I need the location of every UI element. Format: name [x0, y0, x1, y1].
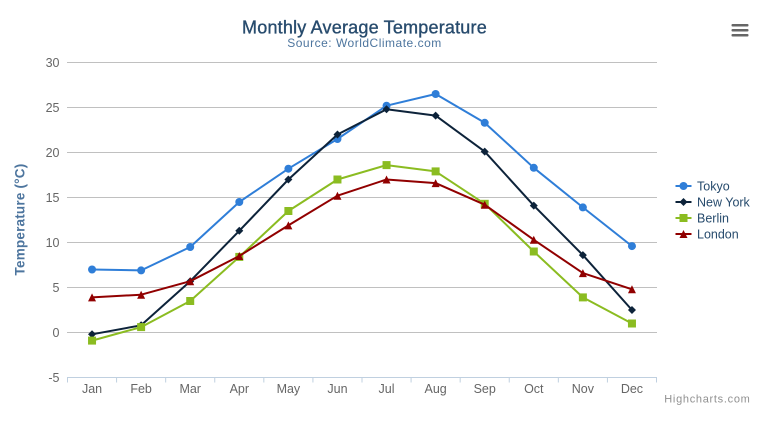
svg-text:Oct: Oct: [524, 382, 544, 396]
svg-text:30: 30: [46, 56, 60, 70]
svg-text:25: 25: [46, 101, 60, 115]
svg-text:London: London: [697, 227, 739, 241]
svg-text:Highcharts.com: Highcharts.com: [664, 394, 750, 406]
svg-text:0: 0: [53, 326, 60, 340]
svg-text:Dec: Dec: [621, 382, 643, 396]
svg-text:5: 5: [53, 281, 60, 295]
svg-text:Sep: Sep: [474, 382, 496, 396]
svg-text:Aug: Aug: [424, 382, 446, 396]
svg-text:Jun: Jun: [327, 382, 347, 396]
svg-text:Feb: Feb: [130, 382, 152, 396]
svg-text:-5: -5: [48, 371, 59, 385]
svg-text:Tokyo: Tokyo: [697, 179, 730, 193]
svg-text:15: 15: [46, 191, 60, 205]
svg-text:Monthly Average Temperature: Monthly Average Temperature: [242, 18, 487, 38]
svg-text:Jan: Jan: [82, 382, 102, 396]
svg-text:Source: WorldClimate.com: Source: WorldClimate.com: [287, 36, 442, 50]
svg-text:Mar: Mar: [179, 382, 201, 396]
svg-text:10: 10: [46, 236, 60, 250]
svg-text:Berlin: Berlin: [697, 211, 729, 225]
svg-text:May: May: [277, 382, 301, 396]
svg-text:Nov: Nov: [572, 382, 595, 396]
svg-text:20: 20: [46, 146, 60, 160]
svg-text:Apr: Apr: [230, 382, 249, 396]
svg-text:Jul: Jul: [379, 382, 395, 396]
svg-text:Temperature (°C): Temperature (°C): [13, 164, 28, 276]
svg-text:New York: New York: [697, 195, 751, 209]
